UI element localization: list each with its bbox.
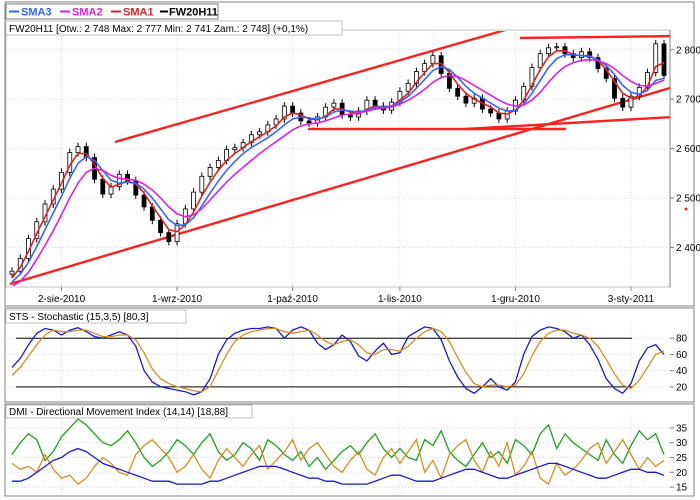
candle-body-29 — [248, 134, 254, 144]
dmi-y-tick-label-3: 30 — [676, 438, 688, 449]
legend-item-sma3[interactable]: SMA3 — [9, 7, 52, 19]
stochastic-series-k — [11, 326, 665, 396]
candle-body-44 — [372, 99, 378, 107]
price-series-sma3 — [11, 53, 665, 283]
candle-body-11 — [100, 178, 106, 195]
candle-body-58 — [488, 108, 494, 114]
price-y-tick-label-2: 2 600 — [676, 144, 700, 155]
price-y-tick-label-4: 2 800 — [676, 45, 700, 56]
candle-body-36 — [306, 120, 312, 124]
x-tick-label-3: 1-lis-2010 — [378, 294, 422, 305]
price-grid — [6, 30, 670, 287]
candle-body-55 — [463, 95, 469, 104]
stochastic-y-tick-label-1: 40 — [676, 366, 688, 377]
stochastic-title: STS - Stochastic (15,3,5) [80,3] — [9, 312, 149, 323]
candle-body-79 — [661, 43, 667, 76]
x-tick-label-1: 1-wrz-2010 — [152, 294, 202, 305]
stochastic-series — [11, 326, 665, 396]
candle-body-51 — [430, 55, 436, 65]
dmi-y-tick-label-1: 20 — [676, 468, 688, 479]
resistance-line-top — [519, 34, 670, 40]
candle-body-8 — [75, 146, 81, 153]
stochastic-y-axis: 20 40 60 80 — [670, 334, 688, 393]
dmi-y-tick-label-4: 35 — [676, 423, 688, 434]
candle-body-25 — [215, 160, 221, 168]
dmi-grid — [6, 419, 670, 493]
dmi-panel — [4, 403, 695, 497]
scroll-marker — [684, 207, 688, 211]
candle-body-73 — [612, 78, 617, 99]
stochastic-y-tick-label-3: 80 — [676, 334, 688, 345]
dmi-title: DMI - Directional Movement Index (14,14)… — [9, 407, 228, 418]
x-tick-label-2: 1-paź-2010 — [267, 294, 318, 305]
candle-body-34 — [290, 105, 296, 114]
candle-body-64 — [537, 53, 543, 68]
x-tick-label-4: 1-gru-2010 — [491, 294, 540, 305]
candle-body-69 — [579, 51, 584, 59]
legend-label-sma1: SMA1 — [123, 7, 154, 19]
stochastic-y-tick-label-2: 60 — [676, 350, 688, 361]
trend-channel-lower — [9, 86, 670, 286]
price-y-axis: 2 400 2 500 2 600 2 700 2 800 — [670, 45, 700, 254]
legend-item-sma2[interactable]: SMA2 — [60, 7, 103, 19]
trend-channel-upper — [114, 31, 507, 144]
candle-body-18 — [158, 219, 163, 234]
stochastic-y-tick-label-0: 20 — [676, 382, 688, 393]
legend-label-fw20h11: FW20H11 — [169, 7, 218, 19]
candle-body-20 — [174, 223, 180, 242]
price-info-box — [5, 20, 343, 36]
dmi-series-di — [11, 438, 665, 486]
price-y-tick-label-0: 2 400 — [676, 243, 700, 254]
price-series-sma2 — [12, 58, 665, 286]
stochastic-series-d — [11, 327, 665, 393]
candle-body-33 — [281, 105, 287, 120]
price-panel — [4, 1, 695, 307]
dmi-y-tick-label-0: 15 — [676, 483, 688, 494]
candle-body-23 — [199, 175, 205, 193]
x-tick-label-5: 3-sty-2011 — [608, 294, 655, 305]
candle-body-65 — [546, 47, 551, 55]
dmi-title-box — [5, 404, 253, 419]
price-y-tick-label-1: 2 500 — [676, 194, 700, 205]
dmi-series-adx — [12, 447, 665, 485]
price-series — [9, 39, 667, 286]
dmi-series-di — [11, 418, 665, 471]
legend-item-sma1[interactable]: SMA1 — [111, 7, 154, 19]
support-line-rising — [465, 115, 670, 131]
candle-body-70 — [587, 51, 593, 59]
dmi-series — [11, 418, 665, 486]
candle-body-74 — [620, 97, 626, 108]
stochastic-title-box — [5, 309, 187, 324]
candle-body-22 — [191, 191, 196, 210]
stochastic-panel — [4, 307, 695, 403]
price-y-tick-label-3: 2 700 — [676, 95, 700, 106]
legend-label-sma2: SMA2 — [72, 7, 103, 19]
legend: SMA3 SMA2 SMA1 FW20H11 — [5, 3, 219, 20]
candle-body-24 — [207, 166, 213, 177]
x-tick-label-0: 2-sie-2010 — [38, 294, 86, 305]
candle-body-27 — [232, 147, 238, 151]
candle-body-0 — [9, 270, 15, 275]
trend-lines — [9, 31, 670, 286]
candle-body-75 — [628, 95, 634, 108]
candle-body-78 — [653, 43, 659, 73]
dmi-y-axis: 15 20 25 30 35 — [670, 423, 688, 494]
candle-body-66 — [554, 46, 560, 49]
candle-body-41 — [347, 114, 353, 118]
series-fw20h11 — [9, 39, 667, 279]
dmi-y-tick-label-2: 25 — [676, 453, 688, 464]
legend-item-fw20h11[interactable]: FW20H11 — [160, 7, 218, 19]
candle-body-54 — [455, 87, 461, 97]
price-x-axis: 2-sie-2010 1-wrz-2010 1-paź-2010 1-lis-2010… — [38, 287, 655, 305]
candle-body-30 — [257, 131, 262, 136]
candle-body-39 — [331, 102, 337, 108]
price-info: FW20H11 [Otw.: 2 748 Max: 2 777 Min: 2 7… — [9, 24, 308, 35]
candle-body-19 — [166, 232, 172, 242]
candle-body-48 — [405, 82, 411, 92]
candle-body-13 — [116, 173, 122, 188]
candle-body-60 — [504, 110, 510, 120]
candle-body-16 — [141, 194, 147, 208]
legend-label-sma3: SMA3 — [21, 7, 52, 19]
